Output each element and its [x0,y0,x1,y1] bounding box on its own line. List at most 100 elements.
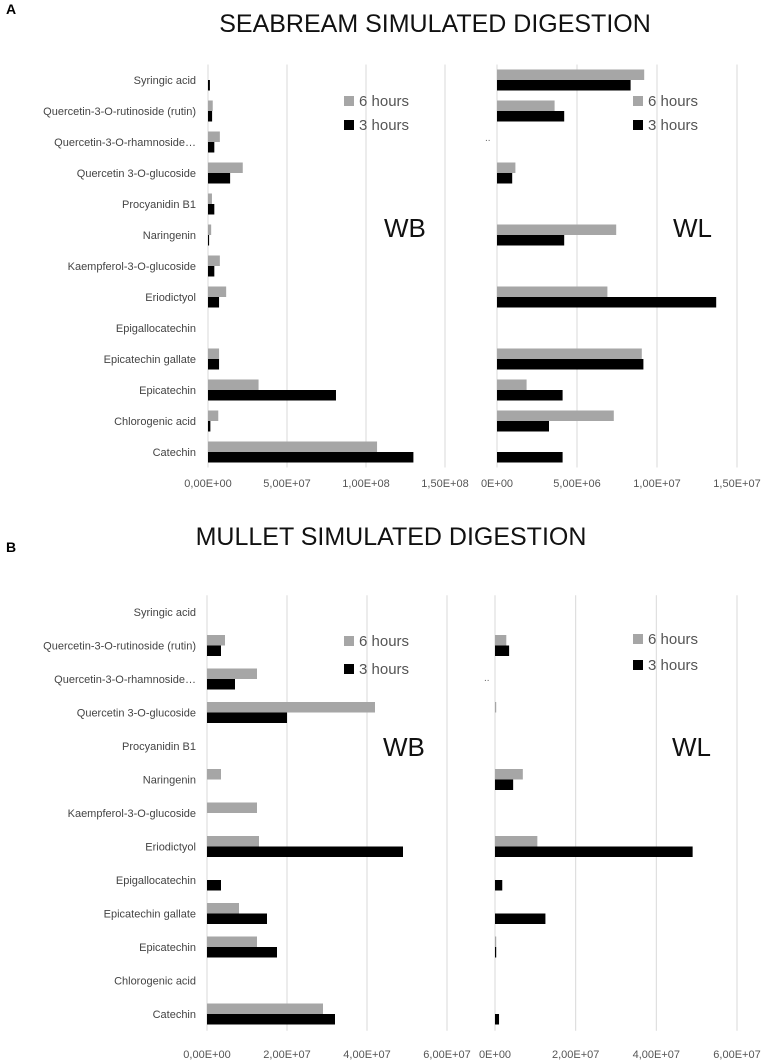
bar-3-hours [208,142,215,153]
panel-b: B MULLET SIMULATED DIGESTION Syringic acid… [6,523,761,1061]
bar-6-hours [207,836,259,847]
legend-swatch-3-hours [633,660,643,670]
bar-3-hours [208,452,414,463]
x-tick-label: 4,00E+07 [633,1049,680,1061]
bar-3-hours [208,235,210,246]
bar-3-hours [208,421,211,432]
bar-3-hours [208,80,210,91]
x-tick-label: 5,00E+07 [263,478,310,490]
bar-6-hours [497,69,645,80]
bar-3-hours [208,173,231,184]
bar-6-hours [497,224,617,235]
category-label: Naringenin [143,775,196,787]
bar-3-hours [207,913,267,924]
bar-6-hours [495,702,497,713]
category-label: Procyanidin B1 [122,199,196,211]
x-tick-label: 4,00E+07 [343,1049,390,1061]
sample-label-wb: WB [383,732,425,762]
sample-label-wb: WB [384,213,426,243]
bar-3-hours [207,679,235,690]
bar-3-hours [495,645,510,656]
sample-label-wl: WL [672,732,711,762]
bar-6-hours [207,635,225,646]
bar-6-hours [497,100,555,111]
x-tick-label: 2,00E+07 [263,1049,310,1061]
bar-6-hours [207,668,257,679]
legend-label: 3 hours [359,117,409,134]
category-label: Eriodictyol [145,842,196,854]
category-label: Quercetin 3-O-glucoside [77,168,196,180]
bar-3-hours [497,421,549,432]
legend-label: 6 hours [359,633,409,650]
bar-6-hours [495,836,538,847]
bar-3-hours [207,712,287,723]
bar-3-hours [207,1014,335,1025]
legend-label: 3 hours [648,117,698,134]
bar-6-hours [497,410,614,421]
bar-3-hours [497,111,565,122]
bar-6-hours [208,162,243,173]
panel-letter: B [6,539,16,555]
x-tick-label: 6,00E+07 [423,1049,470,1061]
bar-3-hours [497,390,563,401]
category-label: Quercetin-3-O-rutinoside (rutin) [43,641,196,653]
bar-3-hours [207,880,221,891]
bar-3-hours [208,266,215,277]
x-tick-label: 1,50E+07 [713,478,760,490]
bar-3-hours [495,779,514,790]
bar-6-hours [207,936,257,947]
bar-3-hours [495,846,693,857]
legend-label: 6 hours [648,93,698,110]
category-label: Procyanidin B1 [122,741,196,753]
bar-3-hours [497,80,631,91]
x-tick-label: 0E+00 [481,478,513,490]
truncation-mark: .. [485,133,491,144]
bar-3-hours [207,947,277,958]
bar-6-hours [207,802,257,813]
bar-3-hours [208,390,336,401]
bar-6-hours [208,410,219,421]
legend-swatch-3-hours [633,120,643,130]
x-tick-label: 1,00E+08 [342,478,389,490]
bar-6-hours [208,131,220,142]
bar-6-hours [208,224,212,235]
category-label: Kaempferol-3-O-glucoside [68,808,196,820]
x-tick-label: 1,00E+07 [633,478,680,490]
chart-title: SEABREAM SIMULATED DIGESTION [219,10,651,38]
bar-6-hours [495,769,523,780]
bar-3-hours [495,880,503,891]
category-label: Catechin [153,447,196,459]
category-label: Epicatechin [139,942,196,954]
x-tick-label: 5,00E+06 [553,478,600,490]
bar-3-hours [497,452,563,463]
category-label: Kaempferol-3-O-glucoside [68,261,196,273]
category-label: Chlorogenic acid [114,416,196,428]
chart-title: MULLET SIMULATED DIGESTION [196,523,587,551]
x-tick-label: 0E+00 [479,1049,511,1061]
category-label: Syringic acid [134,607,196,619]
sample-label-wl: WL [673,213,712,243]
bar-3-hours [497,359,644,370]
category-label: Quercetin-3-O-rutinoside (rutin) [43,106,196,118]
legend-label: 6 hours [648,631,698,648]
bar-6-hours [208,441,378,452]
bar-6-hours [208,193,212,204]
x-tick-label: 0,00E+00 [183,1049,230,1061]
category-label: Epicatechin gallate [104,909,196,921]
x-tick-label: 1,50E+08 [421,478,468,490]
subplot-wb: 0,00E+00 5,00E+07 1,00E+08 1,50E+08 6 hours 3… [184,64,469,490]
bar-6-hours [497,286,608,297]
panel-letter: A [6,1,16,17]
category-label: Naringenin [143,230,196,242]
category-label: Catechin [153,1009,196,1021]
bar-3-hours [495,1014,500,1025]
x-tick-label: 6,00E+07 [713,1049,760,1061]
subplot-wl: 0E+00 2,00E+07 4,00E+07 6,00E+07 6 hours 3 ho… [479,595,761,1061]
legend-label: 3 hours [648,657,698,674]
bar-6-hours [207,1003,323,1014]
x-tick-label: 0,00E+00 [184,478,231,490]
bar-6-hours [207,702,375,713]
category-label: Quercetin-3-O-rhamnoside… [54,137,196,149]
category-label: Quercetin 3-O-glucoside [77,708,196,720]
bar-6-hours [497,379,527,390]
